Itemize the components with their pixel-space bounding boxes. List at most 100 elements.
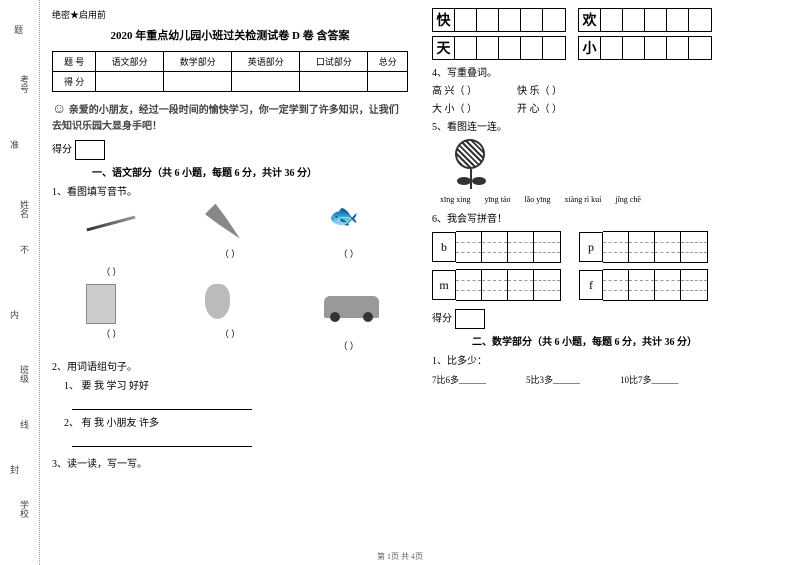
char-cell: 天 [433,37,455,59]
td [96,72,164,92]
compare: 5比3多______ [526,373,580,386]
q4-line1: 高 兴（ ） 快 乐（ ） [432,82,788,97]
pencil-icon [87,215,136,231]
binding-margin: 题 考号 准 姓名 不 内 班级 线 封 学校 [0,0,40,565]
img-pear: （ ） [177,284,284,352]
img-car: （ ） [295,284,402,352]
margin-label: 内 [8,310,21,319]
th: 总分 [368,52,408,72]
pinyin-box-row1: b p [432,231,788,263]
th: 口试部分 [300,52,368,72]
pinyin-m: m [432,269,561,301]
secret-label: 绝密★启用前 [52,8,408,21]
letter: m [432,270,456,300]
td [300,72,368,92]
section1-title: 一、语文部分（共 6 小题，每题 6 分，共计 36 分） [52,164,408,179]
q2: 2、用词语组句子。 [52,358,408,373]
margin-label: 学校 [18,500,31,518]
pinyin: lǎo yīng [524,195,550,204]
th: 语文部分 [96,52,164,72]
score-label: 得分 [52,144,72,155]
image-row-2: （ ） （ ） （ ） [52,284,408,352]
right-column: 快 欢 天 小 4、写重叠词。 高 兴（ ） 快 乐（ [420,0,800,565]
margin-label: 不 [18,245,31,254]
smile-icon: ☺ [52,102,66,117]
q4a-l: 高 兴（ ） [432,82,477,97]
letter: p [579,232,603,262]
score-label: 得分 [432,313,452,324]
td [368,72,408,92]
q2a: 1、 要 我 学习 好好 [64,377,408,392]
pear-icon [205,284,230,319]
margin-label: 线 [18,420,31,429]
intro-text: ☺ 亲爱的小朋友，经过一段时间的愉快学习，你一定学到了许多知识，让我们去知识乐园… [52,100,408,134]
answer-line [72,398,252,410]
img-package: （ ） [58,284,165,352]
score-input-box [455,309,485,329]
intro-body: 亲爱的小朋友，经过一段时间的愉快学习，你一定学到了许多知识，让我们去知识乐园大显… [52,105,399,132]
section2-title: 二、数学部分（共 6 小题，每题 6 分，共计 36 分） [432,333,788,348]
th: 数学部分 [164,52,232,72]
pinyin: xiàng rì kuí [564,195,601,204]
char-row-2: 天 小 [432,36,788,60]
margin-label: 班级 [18,365,31,383]
q3: 3、读一读，写一写。 [52,455,408,470]
package-icon [86,284,116,324]
margin-label: 封 [8,465,21,474]
char-grid: 天 [432,36,566,60]
left-column: 绝密★启用前 2020 年重点幼儿园小班过关检测试卷 D 卷 含答案 题 号 语… [40,0,420,565]
char-row-1: 快 欢 [432,8,788,32]
score-table: 题 号 语文部分 数学部分 英语部分 口试部分 总分 得 分 [52,51,408,92]
char-cell: 小 [579,37,601,59]
letter: b [432,232,456,262]
td [232,72,300,92]
img-fish: 🐟（ ） [295,204,402,278]
pinyin-box-row2: m f [432,269,788,301]
q4-line2: 大 小（ ） 开 心（ ） [432,100,788,115]
compare: 7比6多______ [432,373,486,386]
img-pencil: （ ） [58,204,165,278]
compare-row: 7比6多______ 5比3多______ 10比7多______ [432,373,788,386]
char-grid: 快 [432,8,566,32]
q1: 1、看图填写音节。 [52,183,408,198]
answer-line [72,435,252,447]
td: 得 分 [53,72,96,92]
score-box-row: 得分 [52,140,408,160]
q4b-l: 大 小（ ） [432,100,477,115]
char-cell: 欢 [579,9,601,31]
q4b-r: 开 心（ ） [517,100,562,115]
letter: f [579,270,603,300]
img-axe: （ ） [177,204,284,278]
q5: 5、看图连一连。 [432,118,788,133]
pinyin-row: xīng xing yīng táo lǎo yīng xiàng rì kuí… [440,195,788,204]
th: 题 号 [53,52,96,72]
car-icon [324,296,379,318]
q2b: 2、 有 我 小朋友 许多 [64,414,408,429]
q6: 6、我会写拼音！ [432,210,788,225]
s2-q1: 1、比多少： [432,352,788,367]
axe-icon [205,204,240,239]
score-input-box [75,140,105,160]
image-row-1: （ ） （ ） 🐟（ ） [52,204,408,278]
pinyin: xīng xing [440,195,470,204]
pinyin-f: f [579,269,708,301]
margin-label: 题 [12,25,25,34]
margin-label: 准 [8,140,21,149]
compare: 10比7多______ [620,373,679,386]
fish-icon: 🐟 [324,204,364,229]
pinyin: yīng táo [484,195,510,204]
pinyin-b: b [432,231,561,263]
char-cell: 快 [433,9,455,31]
score-box-row2: 得分 [432,309,788,329]
exam-title: 2020 年重点幼儿园小班过关检测试卷 D 卷 含答案 [52,27,408,43]
th: 英语部分 [232,52,300,72]
sunflower-icon [452,139,492,189]
q4a-r: 快 乐（ ） [517,82,562,97]
q4: 4、写重叠词。 [432,64,788,79]
char-grid: 小 [578,36,712,60]
margin-label: 考号 [18,75,31,93]
pinyin: jǐng chē [615,195,641,204]
margin-label: 姓名 [18,200,31,218]
page-footer: 第 1页 共 4页 [0,551,800,562]
char-grid: 欢 [578,8,712,32]
